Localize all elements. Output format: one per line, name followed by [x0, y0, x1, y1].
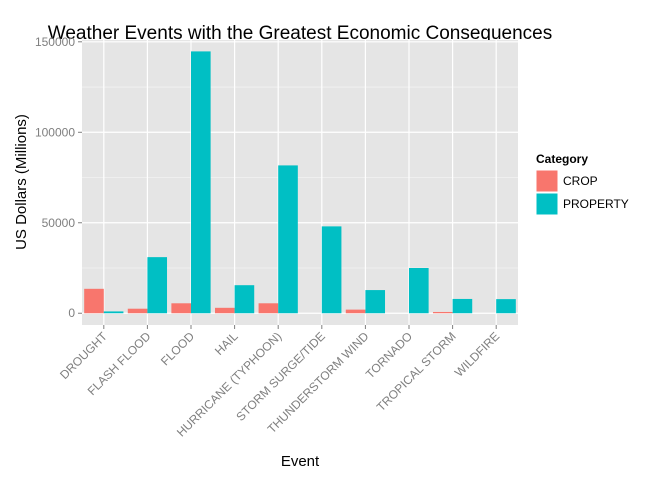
- x-tick-label: HAIL: [212, 329, 241, 358]
- bars: [84, 51, 516, 314]
- chart-title: Weather Events with the Greatest Economi…: [48, 23, 552, 44]
- bar-crop-1: [127, 308, 148, 314]
- bar-crop-0: [84, 288, 104, 314]
- x-axis-title: Event: [281, 453, 320, 470]
- y-tick-label: 0: [68, 306, 75, 320]
- bar-crop-2: [171, 303, 191, 314]
- bar-crop-8: [432, 311, 453, 314]
- bar-property-9: [496, 299, 516, 314]
- legend-key-crop: [535, 169, 559, 193]
- bar-property-4: [278, 165, 298, 314]
- legend-key-property: [535, 192, 559, 216]
- bar-property-8: [452, 298, 473, 314]
- y-tick-label: 50000: [42, 216, 76, 230]
- bar-property-1: [147, 257, 168, 314]
- legend-label-property: PROPERTY: [563, 197, 629, 211]
- y-axis: 0 50000 100000 150000: [35, 35, 82, 320]
- x-tick-label: FLOOD: [158, 329, 197, 368]
- legend-label-crop: CROP: [563, 174, 598, 188]
- bar-crop-4: [258, 303, 279, 314]
- bar-property-3: [234, 285, 255, 314]
- bar-property-0: [103, 311, 124, 314]
- bar-property-2: [191, 51, 211, 314]
- bar-property-6: [365, 290, 386, 314]
- bar-crop-6: [345, 309, 366, 314]
- y-tick-label: 150000: [35, 35, 75, 49]
- y-axis-title: US Dollars (Millions): [13, 114, 30, 250]
- legend-title: Category: [536, 152, 588, 166]
- bar-crop-3: [214, 307, 235, 314]
- bar-property-7: [409, 268, 429, 314]
- y-tick-label: 100000: [35, 125, 75, 139]
- x-tick-label: WILDFIRE: [452, 329, 502, 379]
- x-tick-label: TROPICAL STORM: [374, 329, 459, 414]
- legend: Category CROP PROPERTY: [535, 152, 629, 216]
- bar-property-5: [321, 226, 342, 314]
